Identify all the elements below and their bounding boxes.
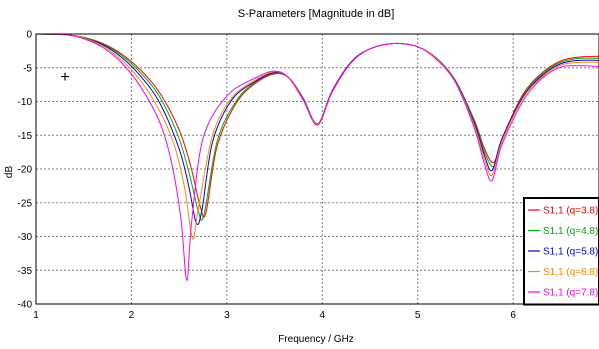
- x-tick-label: 6: [510, 310, 516, 321]
- y-tick-label: -5: [23, 63, 32, 74]
- legend-label: S1,1 (q=7.8): [543, 288, 598, 299]
- y-tick-label: -40: [18, 300, 33, 311]
- axis-ticks: 1 2 3 4 5 6 0 -5 -10 -15 -20 -25 -30 -35 -40: [18, 30, 517, 322]
- crosshair-marker: +: [60, 69, 69, 86]
- y-tick-label: -15: [18, 131, 33, 142]
- y-axis-label: dB: [4, 166, 15, 179]
- y-tick-label: 0: [26, 30, 32, 41]
- x-axis-label: Frequency / GHz: [278, 334, 354, 345]
- series-line-3: [35, 33, 599, 225]
- y-tick-label: -20: [18, 165, 33, 176]
- x-tick-label: 3: [224, 310, 230, 321]
- x-tick-label: 1: [33, 310, 39, 321]
- legend-label: S1,1 (q=3.8): [543, 206, 598, 217]
- y-tick-label: -30: [18, 232, 33, 243]
- grid: [36, 34, 599, 304]
- x-tick-label: 2: [129, 310, 135, 321]
- chart-title: S-Parameters [Magnitude in dB]: [238, 8, 395, 20]
- y-tick-label: -25: [18, 198, 33, 209]
- legend-label: S1,1 (q=4.8): [543, 226, 598, 237]
- series-line-5: [35, 33, 599, 281]
- plot-frame: [35, 33, 599, 305]
- legend-label: S1,1 (q=6.8): [543, 267, 598, 278]
- svg-text:+: +: [60, 69, 69, 86]
- legend-label: S1,1 (q=5.8): [543, 247, 598, 258]
- y-tick-label: -35: [18, 266, 33, 277]
- series-layer: [35, 33, 599, 281]
- x-tick-label: 4: [319, 310, 325, 321]
- series-line-4: [35, 33, 599, 240]
- y-tick-label: -10: [18, 97, 33, 108]
- legend: S1,1 (q=3.8) S1,1 (q=4.8) S1,1 (q=5.8) S1,1…: [523, 197, 599, 306]
- x-tick-label: 5: [415, 310, 421, 321]
